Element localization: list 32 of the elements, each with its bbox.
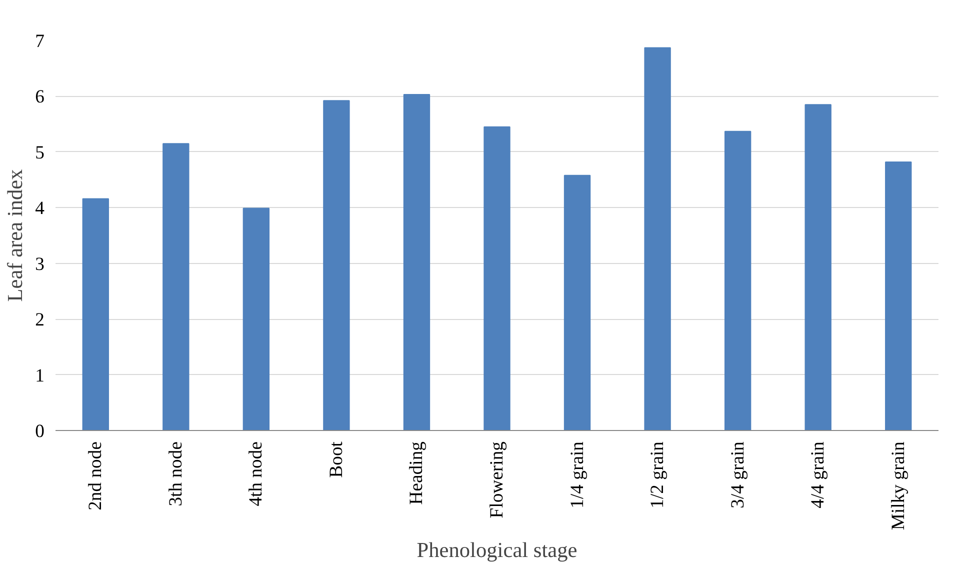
y-tick-label: 7 bbox=[35, 31, 44, 52]
x-tick-label: 3th node bbox=[165, 441, 186, 506]
x-tick-label: 3/4 grain bbox=[727, 440, 748, 508]
bar bbox=[885, 161, 912, 430]
bar bbox=[242, 208, 270, 430]
y-axis-title: Leaf area index bbox=[3, 168, 28, 302]
bar bbox=[82, 198, 109, 430]
bar bbox=[644, 47, 671, 430]
x-tick-label: Milky grain bbox=[888, 440, 909, 530]
x-tick-label: 1/4 grain bbox=[566, 440, 588, 508]
x-tick-label: 4/4 grain bbox=[808, 440, 829, 508]
bar bbox=[564, 174, 591, 430]
x-tick-label: Boot bbox=[326, 440, 347, 478]
bar bbox=[323, 100, 350, 430]
y-tick-label: 4 bbox=[35, 198, 46, 220]
y-tick-label: 0 bbox=[35, 421, 44, 442]
y-tick-label: 3 bbox=[35, 254, 44, 275]
bar bbox=[724, 130, 752, 430]
y-tick-label: 5 bbox=[35, 142, 44, 164]
bar bbox=[804, 104, 832, 430]
bar bbox=[403, 94, 430, 430]
y-tick-label: 6 bbox=[35, 86, 44, 108]
x-axis-title: Phenological stage bbox=[416, 538, 578, 562]
y-tick-label: 2 bbox=[35, 310, 44, 331]
x-tick-label: Heading bbox=[406, 442, 428, 505]
x-tick-label: Flowering bbox=[486, 441, 508, 518]
y-tick-label: 1 bbox=[35, 365, 44, 386]
bar bbox=[484, 126, 510, 430]
x-tick-label: 1/2 grain bbox=[647, 440, 668, 508]
x-tick-label: 2nd node bbox=[85, 441, 106, 510]
x-tick-label: 4th node bbox=[246, 441, 267, 506]
bar bbox=[162, 143, 190, 430]
